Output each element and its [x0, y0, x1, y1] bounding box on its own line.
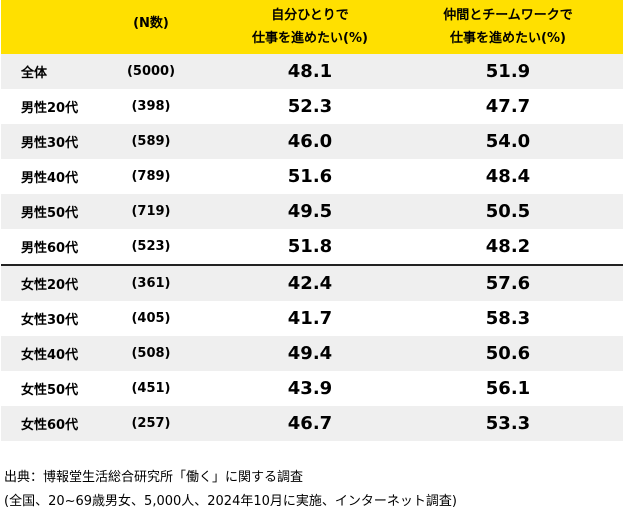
row-team-value: 51.9	[485, 61, 531, 82]
row-n: (508)	[131, 346, 171, 361]
row-label: 全体	[21, 66, 48, 81]
row-team-value: 57.6	[485, 273, 531, 294]
header-solo: 自分ひとりで 仕事を進めたい(%)	[217, 4, 403, 50]
row-n: (257)	[131, 416, 171, 431]
row-team-value: 47.7	[485, 96, 531, 117]
table-row: 女性30代 (405) 41.7 58.3	[1, 301, 623, 336]
row-label: 男性20代	[21, 101, 79, 116]
row-solo-value: 52.3	[287, 96, 333, 117]
row-solo-value: 41.7	[287, 308, 333, 329]
row-team-value: 58.3	[485, 308, 531, 329]
row-team-value: 48.4	[485, 166, 531, 187]
row-solo-value: 51.6	[287, 166, 333, 187]
table-body: 全体 (5000) 48.1 51.9 男性20代 (398) 52.3 47.7 男性30代 (…	[1, 54, 623, 441]
header-solo-line2: 仕事を進めたい(%)	[252, 31, 368, 46]
table-row: 男性20代 (398) 52.3 47.7	[1, 89, 623, 124]
row-n: (523)	[131, 239, 171, 254]
row-n: (361)	[131, 276, 171, 291]
row-solo-value: 43.9	[287, 378, 333, 399]
header-n: (N数)	[133, 16, 169, 31]
row-solo-value: 51.8	[287, 236, 333, 257]
row-team-value: 48.2	[485, 236, 531, 257]
survey-table: (N数) 自分ひとりで 仕事を進めたい(%) 仲間とチームワークで 仕事を進めた…	[1, 0, 623, 441]
table-row: 女性60代 (257) 46.7 53.3	[1, 406, 623, 441]
row-n: (5000)	[126, 64, 176, 79]
row-solo-value: 46.7	[287, 413, 333, 434]
row-label: 女性30代	[21, 313, 79, 328]
row-n: (398)	[131, 99, 171, 114]
row-label: 女性40代	[21, 348, 79, 363]
row-team-value: 54.0	[485, 131, 531, 152]
table-row: 男性50代 (719) 49.5 50.5	[1, 194, 623, 229]
row-n: (405)	[131, 311, 171, 326]
table-row: 男性60代 (523) 51.8 48.2	[1, 229, 623, 266]
row-team-value: 53.3	[485, 413, 531, 434]
row-label: 女性60代	[21, 418, 79, 433]
header-team-line2: 仕事を進めたい(%)	[450, 31, 566, 46]
row-solo-value: 48.1	[287, 61, 333, 82]
row-n: (589)	[131, 134, 171, 149]
row-team-value: 50.5	[485, 201, 531, 222]
table-row: 男性30代 (589) 46.0 54.0	[1, 124, 623, 159]
table-header: (N数) 自分ひとりで 仕事を進めたい(%) 仲間とチームワークで 仕事を進めた…	[1, 0, 623, 54]
row-solo-value: 42.4	[287, 273, 333, 294]
header-team-line1: 仲間とチームワークで	[443, 8, 573, 23]
table-row: 女性50代 (451) 43.9 56.1	[1, 371, 623, 406]
table-row: 全体 (5000) 48.1 51.9	[1, 54, 623, 89]
row-label: 男性30代	[21, 136, 79, 151]
row-label: 男性60代	[21, 241, 79, 256]
source-note: 出典：博報堂生活総合研究所「働く」に関する調査	[4, 470, 304, 485]
row-n: (719)	[131, 204, 171, 219]
row-label: 男性40代	[21, 171, 79, 186]
header-solo-line1: 自分ひとりで	[271, 8, 349, 23]
row-n: (451)	[131, 381, 171, 396]
row-label: 男性50代	[21, 206, 79, 221]
survey-detail-note: (全国、20~69歳男女、5,000人、2024年10月に実施、インターネット調…	[4, 494, 457, 509]
table-row: 女性20代 (361) 42.4 57.6	[1, 266, 623, 301]
row-solo-value: 46.0	[287, 131, 333, 152]
header-team: 仲間とチームワークで 仕事を進めたい(%)	[403, 4, 613, 50]
row-label: 女性20代	[21, 278, 79, 293]
row-team-value: 56.1	[485, 378, 531, 399]
row-label: 女性50代	[21, 383, 79, 398]
table-row: 女性40代 (508) 49.4 50.6	[1, 336, 623, 371]
table-row: 男性40代 (789) 51.6 48.4	[1, 159, 623, 194]
row-solo-value: 49.4	[287, 343, 333, 364]
row-n: (789)	[131, 169, 171, 184]
row-team-value: 50.6	[485, 343, 531, 364]
row-solo-value: 49.5	[287, 201, 333, 222]
